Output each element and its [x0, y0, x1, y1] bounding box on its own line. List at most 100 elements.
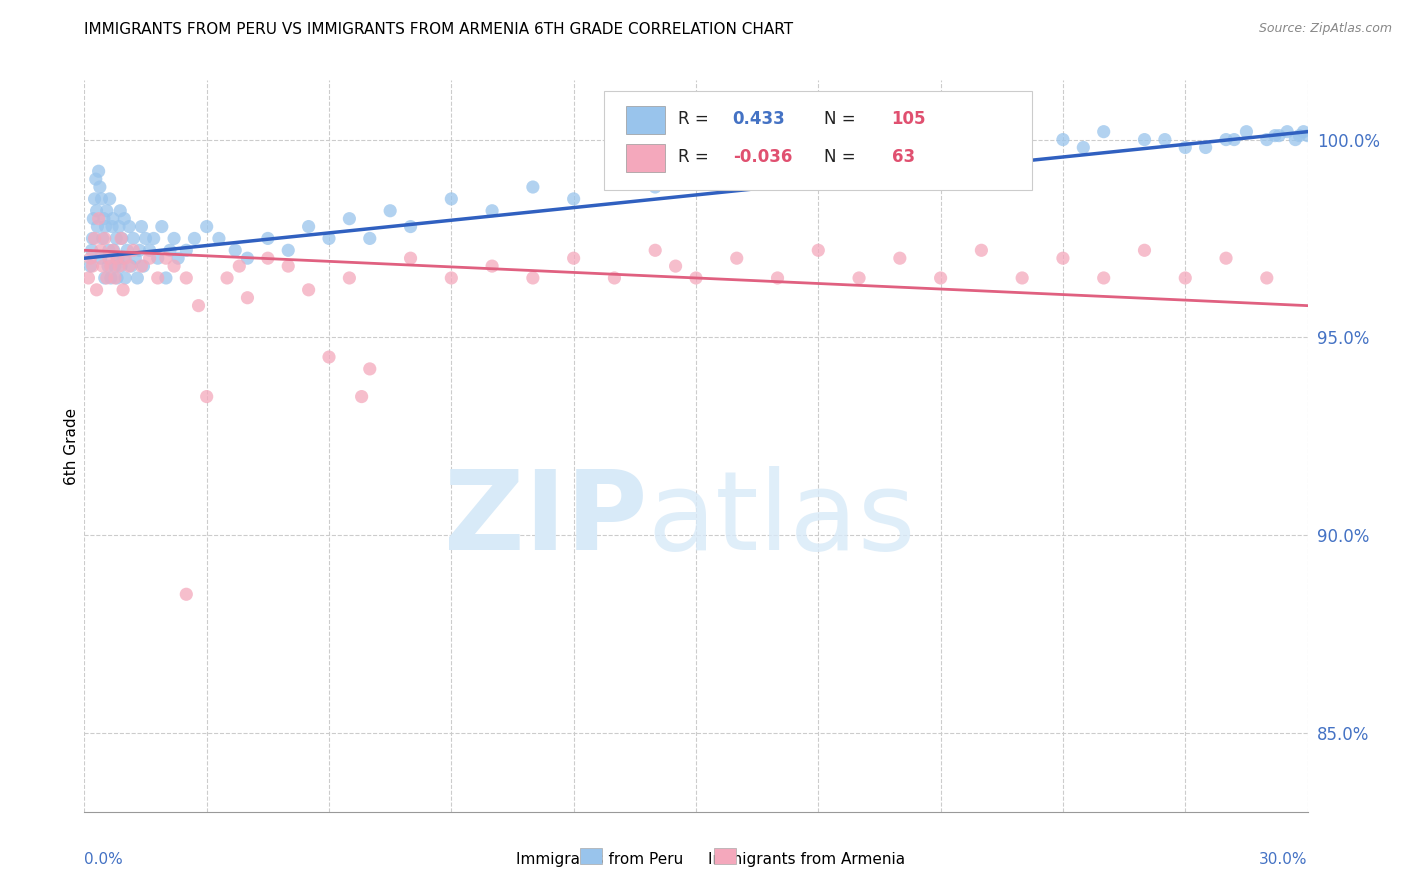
Point: [132, 259, 155, 273]
Point: [970, 153, 993, 167]
Point: [1288, 128, 1310, 143]
Point: [1296, 128, 1319, 143]
Point: [1223, 132, 1246, 146]
Point: [1215, 132, 1237, 146]
FancyBboxPatch shape: [714, 848, 737, 864]
Point: [94, 219, 117, 234]
Point: [1011, 140, 1033, 154]
Point: [128, 244, 150, 258]
Point: [142, 231, 165, 245]
FancyBboxPatch shape: [579, 848, 602, 864]
Point: [90, 251, 112, 265]
Point: [79, 251, 101, 265]
Point: [1256, 132, 1278, 146]
Point: [1277, 125, 1299, 139]
Point: [100, 271, 122, 285]
Point: [114, 271, 136, 285]
Point: [848, 140, 870, 154]
Y-axis label: 6th Grade: 6th Grade: [63, 408, 79, 484]
Point: [277, 259, 299, 273]
Point: [86, 203, 108, 218]
Point: [359, 362, 381, 376]
Point: [77, 271, 100, 285]
Point: [97, 244, 120, 258]
Text: 30.0%: 30.0%: [1260, 852, 1308, 867]
Point: [236, 251, 259, 265]
Text: atlas: atlas: [647, 466, 915, 573]
Point: [685, 164, 707, 178]
Point: [87, 164, 110, 178]
Point: [339, 211, 360, 226]
Point: [93, 271, 115, 285]
Point: [187, 299, 209, 313]
Text: R =: R =: [678, 110, 714, 128]
Point: [195, 390, 218, 404]
Point: [1092, 271, 1115, 285]
Point: [929, 271, 952, 285]
Point: [522, 180, 544, 194]
Point: [108, 259, 131, 273]
Point: [481, 259, 503, 273]
Point: [105, 271, 128, 285]
Point: [146, 251, 169, 265]
Text: N =: N =: [824, 110, 856, 128]
Point: [562, 192, 585, 206]
Point: [114, 251, 136, 265]
Point: [80, 244, 103, 258]
Point: [440, 271, 463, 285]
Point: [131, 259, 153, 273]
Point: [90, 192, 112, 206]
Point: [725, 172, 748, 186]
Point: [112, 283, 135, 297]
Point: [93, 211, 115, 226]
Point: [766, 271, 789, 285]
Point: [110, 259, 132, 273]
Point: [79, 259, 101, 273]
Text: 0.433: 0.433: [733, 110, 786, 128]
FancyBboxPatch shape: [626, 144, 665, 171]
Text: 63: 63: [891, 148, 915, 166]
Text: Source: ZipAtlas.com: Source: ZipAtlas.com: [1258, 22, 1392, 36]
Point: [127, 271, 149, 285]
Point: [112, 211, 135, 226]
Point: [1268, 128, 1291, 143]
Point: [91, 231, 114, 245]
Point: [848, 271, 870, 285]
Point: [1092, 125, 1115, 139]
Point: [183, 231, 205, 245]
Point: [1071, 140, 1094, 154]
Point: [163, 231, 186, 245]
Point: [664, 259, 686, 273]
Text: 0.0%: 0.0%: [84, 852, 124, 867]
Point: [664, 172, 686, 186]
Text: Immigrants from Armenia: Immigrants from Armenia: [709, 852, 905, 867]
Text: IMMIGRANTS FROM PERU VS IMMIGRANTS FROM ARMENIA 6TH GRADE CORRELATION CHART: IMMIGRANTS FROM PERU VS IMMIGRANTS FROM …: [84, 22, 793, 37]
Point: [146, 271, 169, 285]
Point: [86, 219, 108, 234]
Point: [1174, 271, 1197, 285]
Point: [889, 153, 911, 167]
Point: [174, 244, 197, 258]
Point: [163, 259, 186, 273]
Point: [93, 231, 115, 245]
Text: R =: R =: [678, 148, 709, 166]
Point: [970, 244, 993, 258]
Point: [91, 259, 114, 273]
Point: [122, 231, 145, 245]
Point: [1011, 271, 1033, 285]
Point: [96, 203, 118, 218]
Point: [1256, 271, 1278, 285]
Point: [138, 244, 160, 258]
Point: [236, 291, 259, 305]
Point: [96, 271, 118, 285]
Point: [82, 211, 104, 226]
Point: [1133, 244, 1156, 258]
Point: [159, 244, 181, 258]
Point: [86, 283, 108, 297]
Text: N =: N =: [824, 148, 856, 166]
Point: [745, 164, 768, 178]
Point: [83, 231, 105, 245]
Point: [112, 251, 135, 265]
Point: [562, 251, 585, 265]
Point: [101, 211, 124, 226]
